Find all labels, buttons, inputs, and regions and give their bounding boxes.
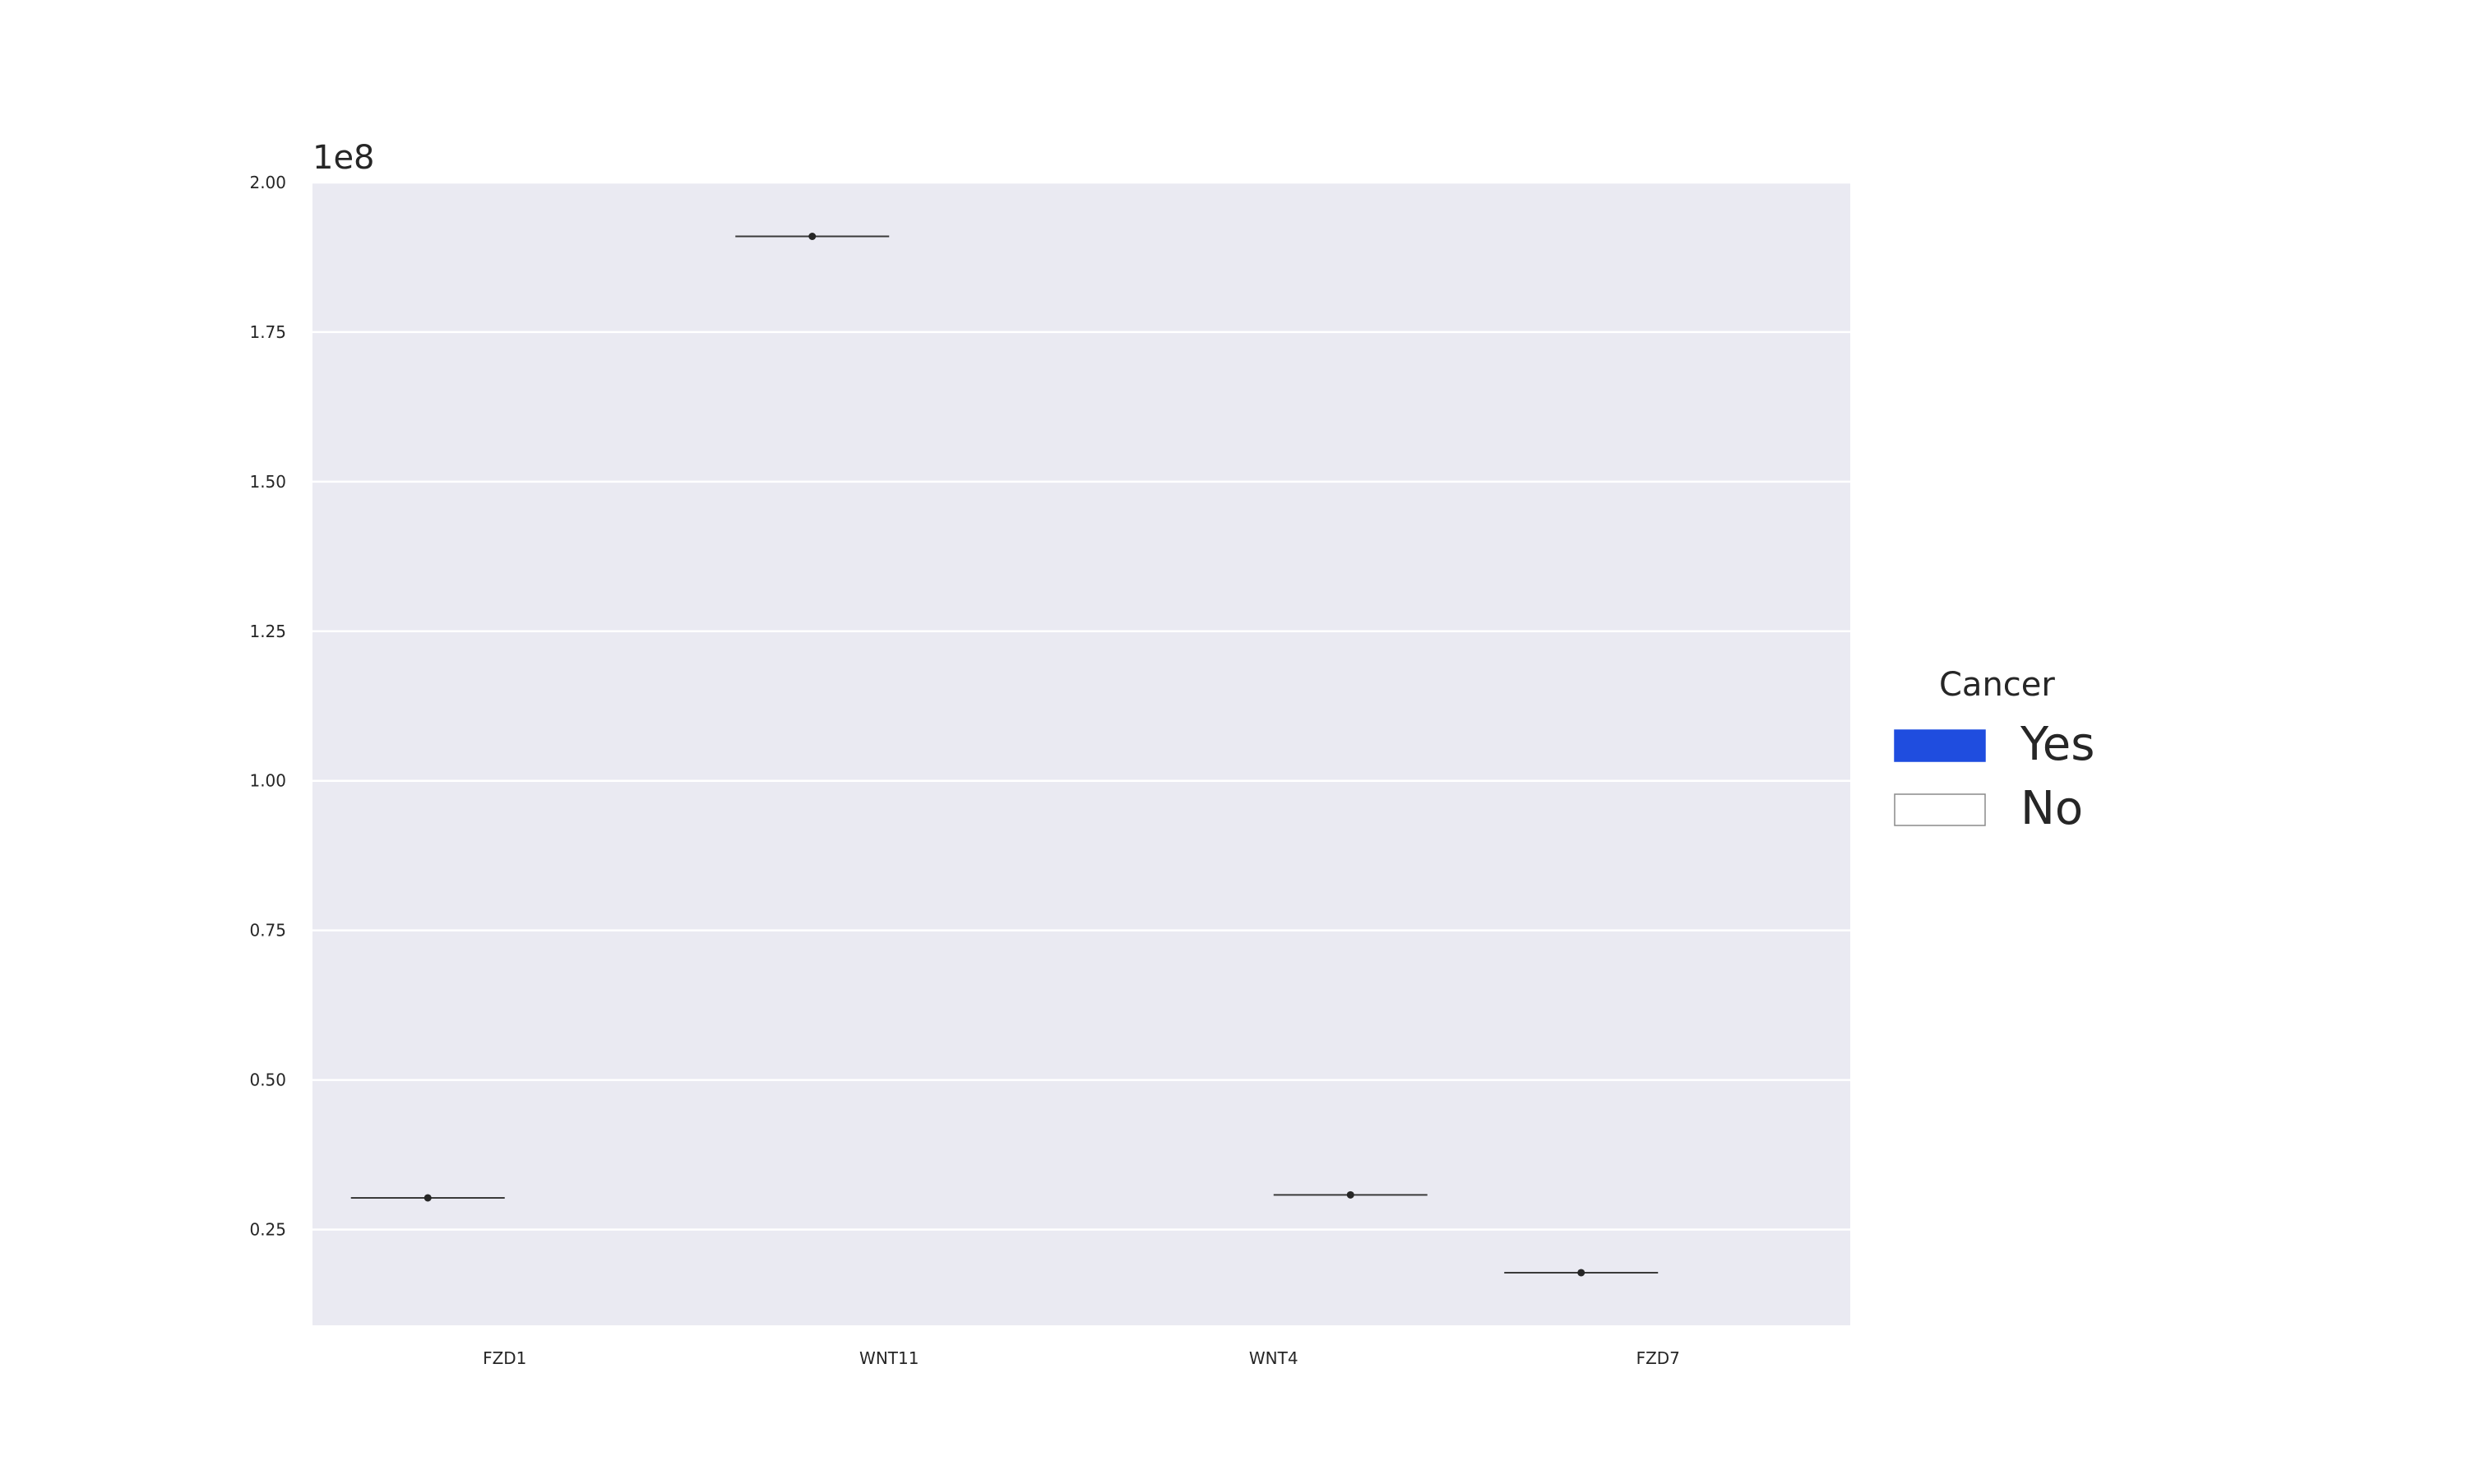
data-marks — [350, 232, 1659, 1277]
legend-entries: Yes No — [1894, 718, 2094, 835]
y-tick-label: 1.50 — [249, 472, 286, 492]
legend: Cancer Yes No — [1894, 666, 2094, 835]
x-tick-label: WNT11 — [859, 1348, 919, 1368]
violin-median-point — [1346, 1190, 1354, 1199]
y-tick-label: 0.50 — [249, 1070, 286, 1090]
legend-label: Yes — [2020, 718, 2094, 771]
y-tick-label: 1.25 — [249, 622, 286, 641]
legend-label: No — [2020, 782, 2083, 835]
legend-title: Cancer — [1939, 666, 2055, 704]
y-tick-label: 1.75 — [249, 322, 286, 342]
violin-median-point — [424, 1194, 432, 1202]
legend-swatch — [1894, 729, 1986, 762]
y-tick-label: 0.25 — [249, 1220, 286, 1240]
x-tick-label: FZD1 — [483, 1348, 526, 1368]
violin-median-point — [808, 232, 817, 240]
y-tick-label: 0.75 — [249, 921, 286, 941]
grid-lines — [312, 181, 1850, 1231]
y-offset-label: 1e8 — [312, 139, 375, 177]
plot-area — [312, 183, 1850, 1325]
y-tick-labels: 0.25 0.50 0.75 1.00 1.25 1.50 1.75 2.00 — [249, 173, 286, 1240]
x-tick-labels: FZD1 WNT11 WNT4 FZD7 — [483, 1348, 1680, 1368]
x-tick-label: FZD7 — [1636, 1348, 1680, 1368]
y-tick-label: 1.00 — [249, 771, 286, 791]
legend-swatch — [1894, 793, 1986, 826]
y-tick-label: 2.00 — [249, 173, 286, 192]
x-tick-label: WNT4 — [1249, 1348, 1298, 1368]
violin-median-point — [1577, 1269, 1585, 1277]
